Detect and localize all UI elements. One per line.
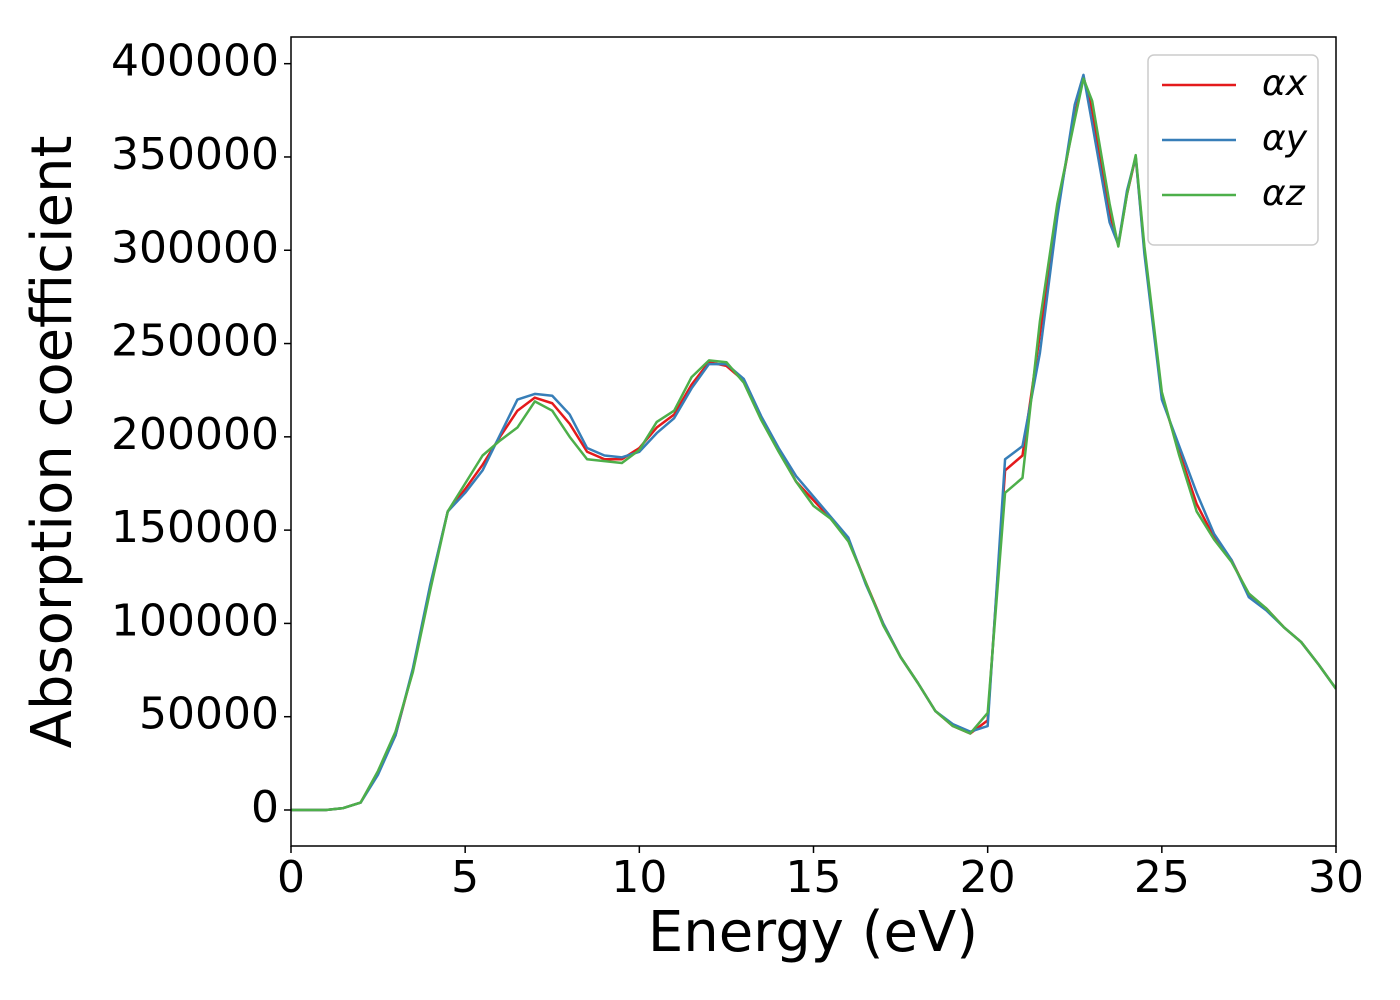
- x-tick-label: 20: [960, 852, 1016, 903]
- y-tick-label: 350000: [111, 129, 279, 180]
- y-tick-label: 100000: [111, 595, 279, 646]
- y-tick-label: 250000: [111, 316, 279, 367]
- legend-label: αy: [1262, 118, 1308, 159]
- plot-frame: [290, 36, 1337, 847]
- x-tick-label: 25: [1134, 852, 1190, 903]
- legend-label: αx: [1262, 63, 1308, 104]
- series-line: [291, 77, 1336, 812]
- y-tick-label: 400000: [111, 36, 279, 87]
- x-tick-label: 5: [451, 852, 479, 903]
- y-tick-label: 150000: [111, 502, 279, 553]
- x-tick-label: 10: [611, 852, 667, 903]
- y-tick-label: 50000: [139, 689, 279, 740]
- x-tick-label: 15: [786, 852, 842, 903]
- y-axis-label: Absorption coefficient: [20, 136, 85, 749]
- y-tick-label: 300000: [111, 222, 279, 273]
- legend-label: αz: [1262, 173, 1306, 214]
- y-tick-label: 0: [251, 782, 279, 833]
- x-tick-label: 0: [277, 852, 305, 903]
- x-axis-label: Energy (eV): [648, 900, 978, 965]
- y-tick-label: 200000: [111, 409, 279, 460]
- x-tick-label: 30: [1308, 852, 1364, 903]
- legend-box: [1147, 54, 1319, 246]
